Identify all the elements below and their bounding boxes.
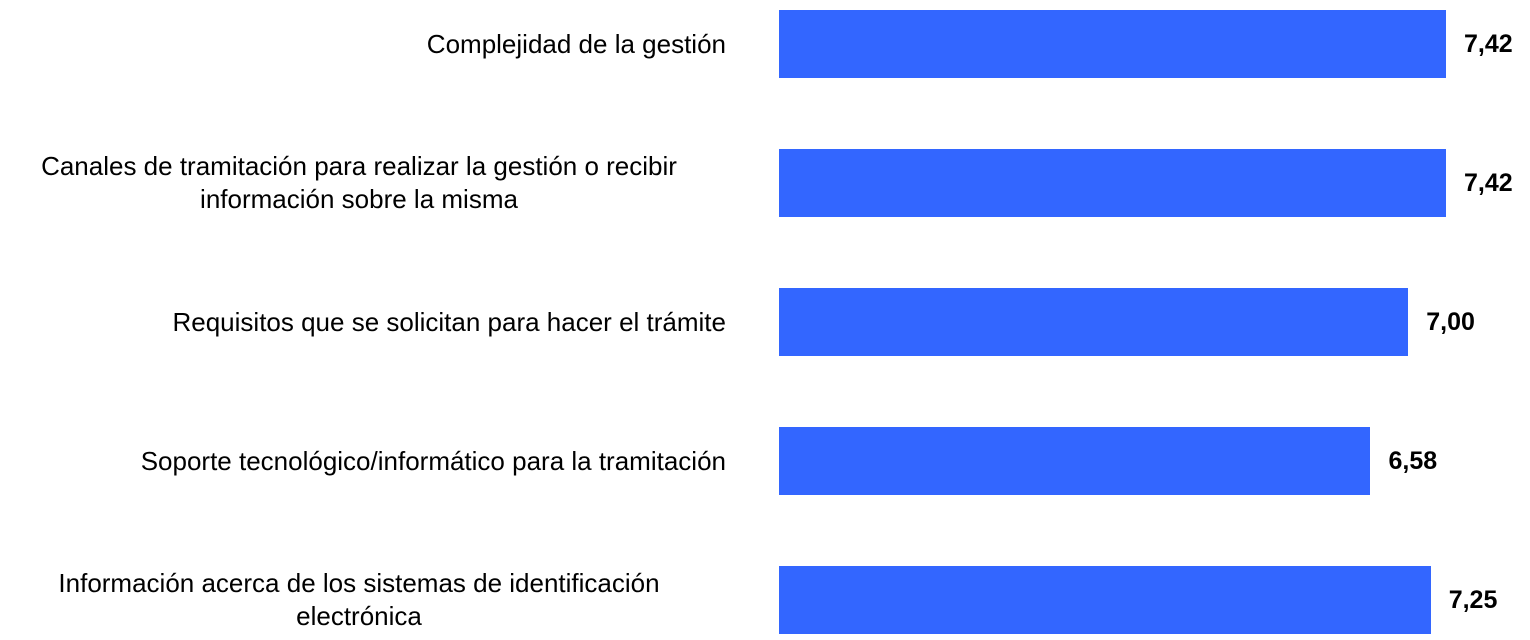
category-label: Requisitos que se solicitan para hacer e… bbox=[0, 282, 752, 362]
category-label: Complejidad de la gestión bbox=[0, 4, 752, 84]
bar bbox=[779, 10, 1446, 78]
bar bbox=[779, 566, 1431, 634]
category-text: Complejidad de la gestión bbox=[426, 28, 726, 59]
bar bbox=[779, 427, 1371, 495]
category-label: Información acerca de los sistemas de id… bbox=[0, 560, 752, 640]
value-label: 6,58 bbox=[1388, 447, 1438, 475]
category-text: Información acerca de los sistemas de id… bbox=[58, 568, 660, 631]
bar bbox=[779, 288, 1409, 356]
value-label: 7,42 bbox=[1464, 30, 1513, 58]
value-label: 7,25 bbox=[1448, 586, 1498, 614]
category-text: Canales de tramitación para realizar la … bbox=[41, 151, 677, 214]
category-label: Soporte tecnológico/informático para la … bbox=[0, 421, 752, 501]
category-label: Canales de tramitación para realizar la … bbox=[0, 143, 752, 223]
category-text: Soporte tecnológico/informático para la … bbox=[140, 445, 726, 476]
value-label: 7,42 bbox=[1464, 169, 1513, 197]
value-label: 7,00 bbox=[1426, 308, 1475, 336]
category-text: Requisitos que se solicitan para hacer e… bbox=[172, 306, 726, 337]
bar bbox=[779, 149, 1446, 217]
